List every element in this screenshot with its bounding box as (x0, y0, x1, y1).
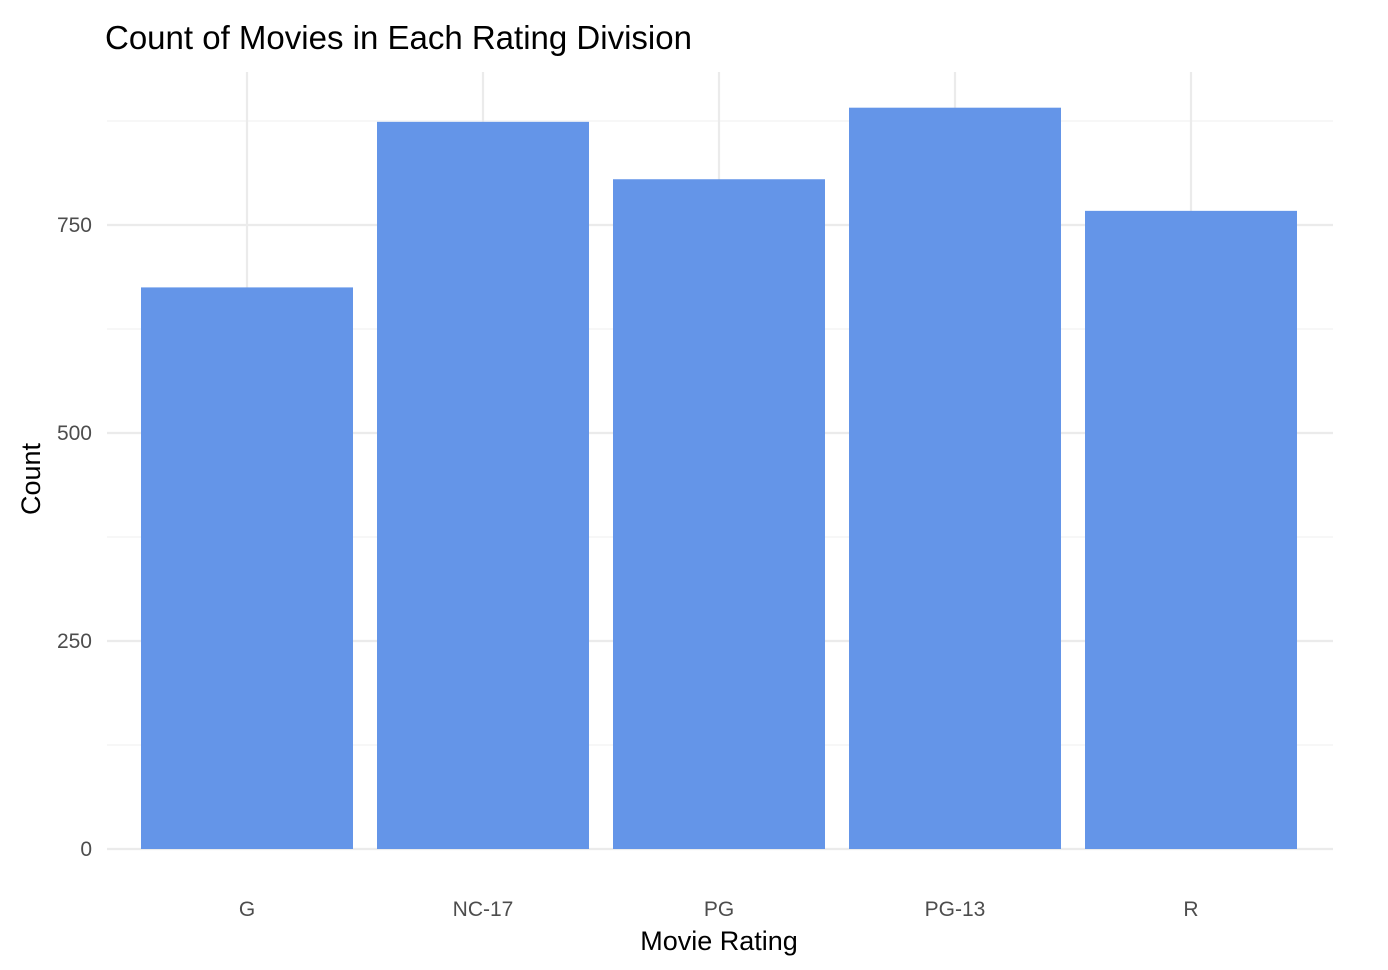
bar-g (141, 287, 353, 849)
x-axis-title: Movie Rating (640, 926, 798, 956)
bar-r (1085, 210, 1297, 849)
bars (141, 107, 1297, 850)
chart-title: Count of Movies in Each Rating Division (105, 19, 692, 56)
bar-nc-17 (377, 121, 589, 849)
x-tick-label: R (1183, 898, 1198, 921)
bar-pg-13 (849, 107, 1061, 850)
bar-pg (613, 179, 825, 850)
y-tick-label: 500 (57, 422, 92, 445)
x-tick-label: PG-13 (925, 898, 986, 921)
y-tick-label: 750 (57, 214, 92, 237)
y-tick-label: 250 (57, 630, 92, 653)
y-axis-title: Count (16, 442, 46, 515)
y-tick-label: 0 (80, 838, 92, 861)
x-tick-label: PG (704, 898, 734, 921)
x-tick-label: NC-17 (453, 898, 514, 921)
x-axis-ticks: G NC-17 PG PG-13 R (239, 898, 1199, 921)
x-tick-label: G (239, 898, 255, 921)
y-axis-ticks: 0 250 500 750 (57, 214, 92, 861)
